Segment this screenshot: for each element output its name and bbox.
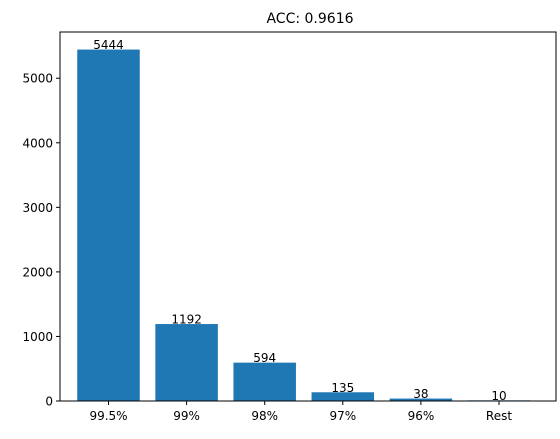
x-tick-label-4: 96% <box>408 409 435 423</box>
data-label-1: 1192 <box>171 313 202 327</box>
bar-2 <box>233 362 296 401</box>
y-tick-label-4: 4000 <box>22 136 53 150</box>
data-labels-layer: 5444 1192 594 135 38 10 <box>93 38 506 403</box>
y-tick-label-3: 3000 <box>22 201 53 215</box>
bar-0 <box>77 49 140 402</box>
data-label-0: 5444 <box>93 38 124 52</box>
bar-4 <box>389 398 453 401</box>
x-tick-label-0: 99.5% <box>89 409 127 423</box>
y-axis: 0 1000 2000 3000 4000 5000 <box>22 72 60 409</box>
x-tick-label-5: Rest <box>486 409 512 423</box>
bar-3 <box>311 392 375 401</box>
x-tick-label-3: 97% <box>329 409 356 423</box>
x-axis: 99.5% 99% 98% 97% 96% Rest <box>89 401 512 423</box>
y-tick-label-2: 2000 <box>22 265 53 279</box>
y-tick-label-5: 5000 <box>22 72 53 86</box>
data-label-4: 38 <box>413 387 428 401</box>
bars-layer <box>77 49 531 402</box>
y-tick-label-0: 0 <box>45 395 53 409</box>
y-tick-label-1: 1000 <box>22 330 53 344</box>
x-tick-label-2: 98% <box>251 409 278 423</box>
x-tick-label-1: 99% <box>173 409 200 423</box>
data-label-2: 594 <box>253 351 276 365</box>
plot-frame <box>59 31 557 402</box>
data-label-3: 135 <box>331 381 354 395</box>
bar-1 <box>155 324 218 401</box>
chart-title: ACC: 0.9616 <box>266 11 353 27</box>
data-label-5: 10 <box>491 389 506 403</box>
